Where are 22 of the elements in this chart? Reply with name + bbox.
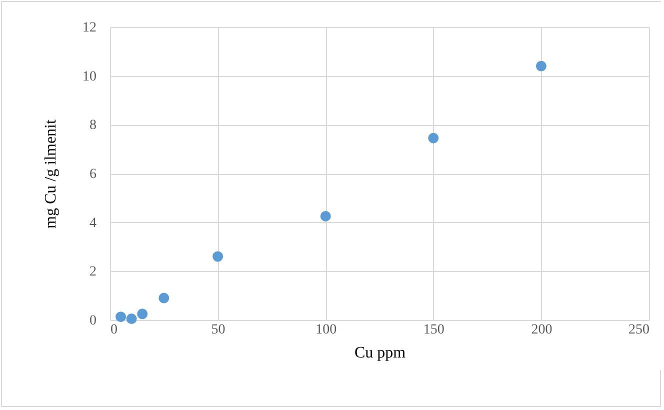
x-tick-label: 150 (423, 322, 444, 338)
x-tick-label: 200 (531, 322, 552, 338)
x-tick-label: 0 (110, 322, 118, 338)
y-tick-label: 2 (90, 264, 96, 280)
x-axis-title: Cu ppm (354, 344, 406, 362)
point (320, 210, 331, 222)
y-tick-label: 6 (90, 167, 96, 182)
point (212, 251, 224, 262)
y-tick-label: 4 (90, 216, 96, 231)
y-axis-title: mg Cu /g ilmenit (42, 119, 60, 228)
point (137, 308, 148, 320)
y-tick-label: 8 (90, 118, 96, 134)
point (126, 314, 137, 324)
y-tick-label: 10 (82, 69, 96, 84)
x-tick-label: 50 (211, 322, 226, 338)
x-tick-label: 100 (316, 322, 337, 338)
point (536, 60, 546, 72)
point (428, 132, 439, 144)
x-tick-label: 250 (628, 322, 650, 338)
point (158, 292, 170, 304)
y-tick-label: 12 (82, 20, 96, 36)
point (116, 312, 126, 322)
